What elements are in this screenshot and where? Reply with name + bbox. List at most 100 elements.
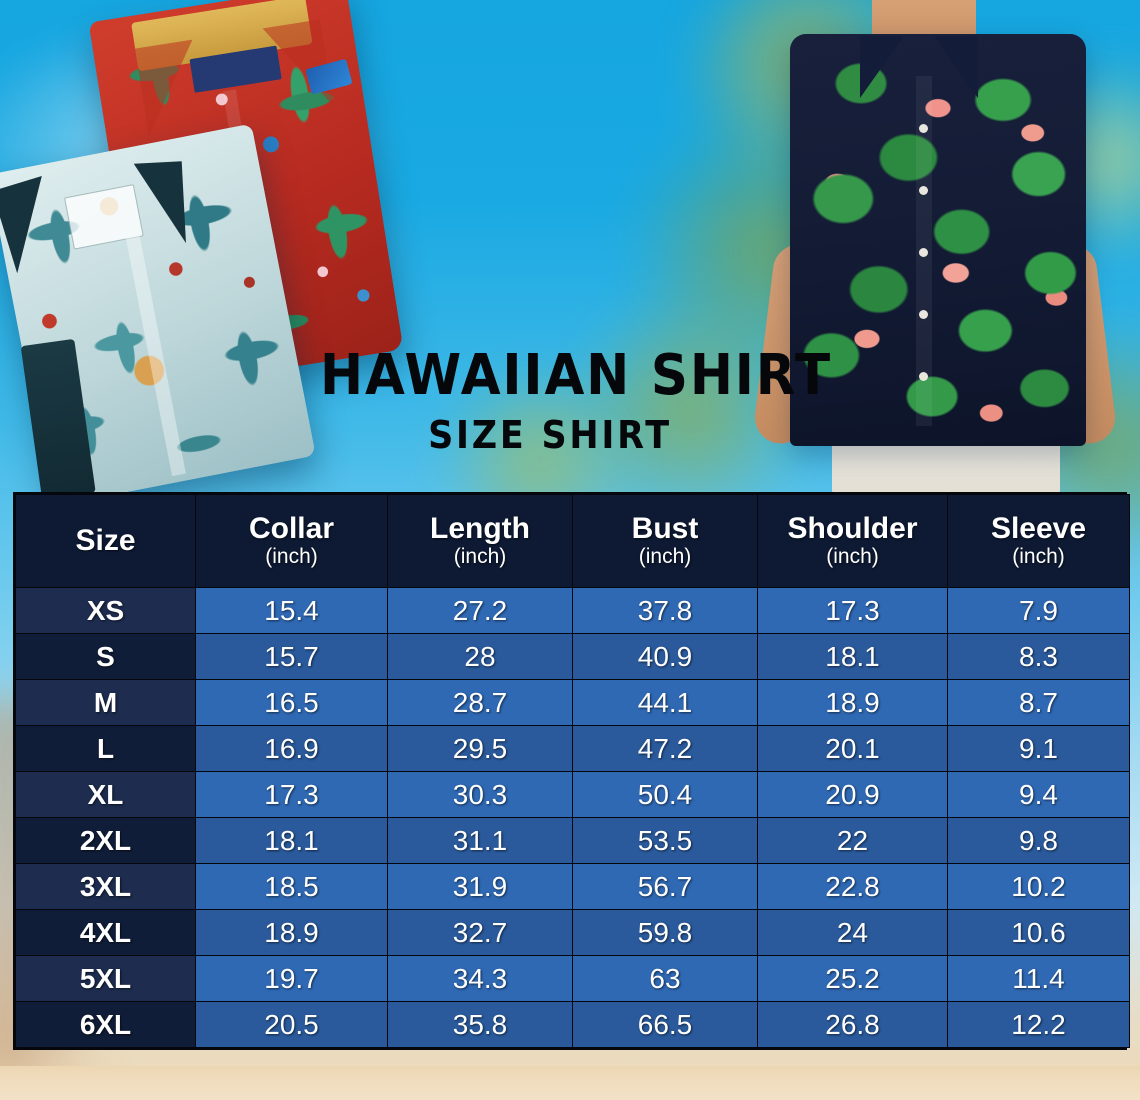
cell-length: 35.8 [387,1001,573,1048]
column-header-sleeve: Sleeve (inch) [947,494,1130,588]
cell-collar: 15.7 [195,633,388,680]
cell-shoulder: 25.2 [757,955,948,1002]
cell-sleeve: 7.9 [947,587,1130,634]
table-row: 3XL 18.5 31.9 56.7 22.8 10.2 [15,863,1130,910]
page-subtitle: SIZE SHIRT [428,413,672,457]
cell-length: 30.3 [387,771,573,818]
table-row: 2XL 18.1 31.1 53.5 22 9.8 [15,817,1130,864]
cell-length: 31.9 [387,863,573,910]
column-header-length-label: Length [430,511,530,545]
cell-size: 3XL [15,863,196,910]
table-row: XS 15.4 27.2 37.8 17.3 7.9 [15,587,1130,634]
cell-shoulder: 20.1 [757,725,948,772]
cell-bust: 44.1 [572,679,758,726]
column-header-bust-unit: (inch) [638,545,692,569]
table-row: S 15.7 28 40.9 18.1 8.3 [15,633,1130,680]
cell-shoulder: 18.9 [757,679,948,726]
table-row: L 16.9 29.5 47.2 20.1 9.1 [15,725,1130,772]
model-flamingo-shirt [790,34,1086,446]
cell-bust: 37.8 [572,587,758,634]
model-shirt-button [919,372,928,381]
cell-shoulder: 18.1 [757,633,948,680]
table-row: 4XL 18.9 32.7 59.8 24 10.6 [15,909,1130,956]
column-header-collar-label: Collar [248,511,335,545]
table-row: 6XL 20.5 35.8 66.5 26.8 12.2 [15,1001,1130,1048]
cell-length: 29.5 [387,725,573,772]
column-header-shoulder-label: Shoulder [787,511,918,545]
column-header-sleeve-unit: (inch) [1012,545,1065,569]
poster-title-block: HAWAIIAN SHIRT SIZE SHIRT [300,343,832,457]
cell-sleeve: 9.1 [947,725,1130,772]
cell-shoulder: 24 [757,909,948,956]
cell-size: 6XL [15,1001,196,1048]
cell-bust: 59.8 [572,909,758,956]
cell-size: XL [15,771,196,818]
column-header-sleeve-label: Sleeve [990,511,1087,545]
cell-collar: 15.4 [195,587,388,634]
cell-sleeve: 11.4 [947,955,1130,1002]
cell-collar: 17.3 [195,771,388,818]
table-row: XL 17.3 30.3 50.4 20.9 9.4 [15,771,1130,818]
cell-bust: 40.9 [572,633,758,680]
sand-strip [0,1066,1140,1100]
column-header-size-label: Size [75,524,136,557]
model-shirt-button [919,248,928,257]
table-body: XS 15.4 27.2 37.8 17.3 7.9 S 15.7 28 40.… [15,587,1130,1048]
model-shirt-button [919,310,928,319]
cell-size: XS [15,587,196,634]
cell-length: 28.7 [387,679,573,726]
cell-bust: 47.2 [572,725,758,772]
size-chart-table-container: Size Collar (inch) Length (inch) Bust (i… [13,492,1130,1050]
cell-collar: 18.5 [195,863,388,910]
cell-size: 4XL [15,909,196,956]
column-header-shoulder: Shoulder (inch) [757,494,948,588]
cell-length: 34.3 [387,955,573,1002]
cell-bust: 50.4 [572,771,758,818]
size-chart-table: Size Collar (inch) Length (inch) Bust (i… [15,494,1130,1048]
column-header-collar-unit: (inch) [265,545,318,569]
page-title: HAWAIIAN SHIRT [320,343,832,408]
cell-shoulder: 22.8 [757,863,948,910]
cell-shoulder: 17.3 [757,587,948,634]
cell-size: L [15,725,196,772]
model-shirt-button [919,186,928,195]
cell-sleeve: 10.2 [947,863,1130,910]
cell-size: 5XL [15,955,196,1002]
shirt-placket [125,234,186,477]
column-header-length-unit: (inch) [453,545,507,569]
table-header: Size Collar (inch) Length (inch) Bust (i… [15,494,1130,588]
cell-collar: 20.5 [195,1001,388,1048]
cell-length: 32.7 [387,909,573,956]
cell-length: 28 [387,633,573,680]
cell-sleeve: 9.4 [947,771,1130,818]
column-header-size: Size [15,494,196,588]
cell-collar: 18.9 [195,909,388,956]
cell-bust: 66.5 [572,1001,758,1048]
cell-sleeve: 8.3 [947,633,1130,680]
shirt-sleeve [20,338,95,501]
cell-sleeve: 12.2 [947,1001,1130,1048]
cell-shoulder: 26.8 [757,1001,948,1048]
cell-length: 31.1 [387,817,573,864]
cell-shoulder: 22 [757,817,948,864]
column-header-bust-label: Bust [631,511,699,545]
cell-size: S [15,633,196,680]
model-shirt-collar-left [860,36,904,98]
cell-size: 2XL [15,817,196,864]
cell-size: M [15,679,196,726]
model-photo [720,0,1140,496]
cell-collar: 16.5 [195,679,388,726]
model-shirt-button [919,124,928,133]
cell-length: 27.2 [387,587,573,634]
cell-shoulder: 20.9 [757,771,948,818]
cell-sleeve: 10.6 [947,909,1130,956]
model-shirt-collar-right [934,36,978,98]
table-row: M 16.5 28.7 44.1 18.9 8.7 [15,679,1130,726]
column-header-collar: Collar (inch) [195,494,388,588]
cell-collar: 16.9 [195,725,388,772]
column-header-bust: Bust (inch) [572,494,758,588]
cell-sleeve: 9.8 [947,817,1130,864]
cell-bust: 63 [572,955,758,1002]
shirt-collar-left [0,175,68,273]
